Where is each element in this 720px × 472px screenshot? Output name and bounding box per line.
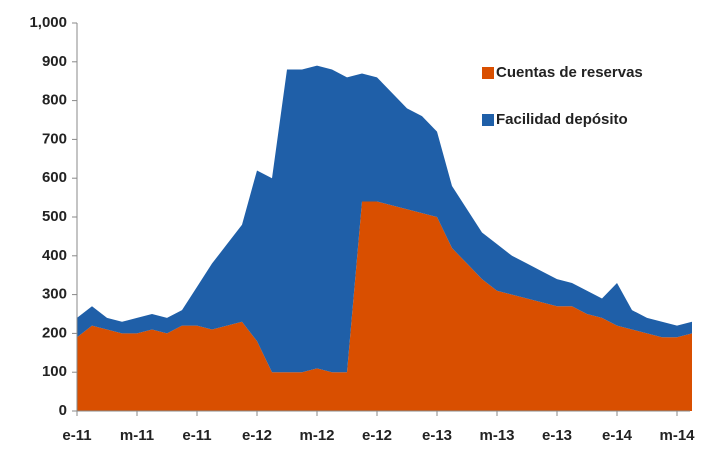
x-tick-label: m-12: [299, 427, 334, 444]
x-tick-label: e-11: [182, 427, 211, 444]
y-tick-label: 600: [42, 169, 67, 186]
legend-swatch: [482, 67, 494, 79]
x-tick-label: m-14: [659, 427, 695, 444]
x-tick-label: m-11: [120, 427, 154, 444]
x-tick-label: e-13: [542, 427, 572, 444]
y-tick-label: 800: [42, 92, 67, 109]
y-tick-label: 300: [42, 286, 67, 303]
x-tick-label: e-14: [602, 427, 633, 444]
y-tick-label: 200: [42, 324, 67, 341]
y-tick-label: 1,000: [29, 14, 67, 31]
area: [77, 201, 692, 411]
legend-label: Facilidad depósito: [496, 111, 628, 128]
x-tick-label: e-11: [62, 427, 91, 444]
area: [77, 65, 692, 373]
legend-swatch: [482, 114, 494, 126]
y-tick-label: 0: [59, 402, 67, 419]
legend-label: Cuentas de reservas: [496, 64, 643, 81]
y-tick-label: 700: [42, 130, 67, 147]
y-tick-label: 100: [42, 363, 67, 380]
y-tick-label: 400: [42, 247, 67, 264]
x-tick-label: m-13: [479, 427, 514, 444]
y-tick-label: 500: [42, 208, 67, 225]
x-tick-label: e-12: [242, 427, 272, 444]
y-tick-label: 900: [42, 53, 67, 70]
x-tick-label: e-12: [362, 427, 392, 444]
x-tick-label: e-13: [422, 427, 452, 444]
